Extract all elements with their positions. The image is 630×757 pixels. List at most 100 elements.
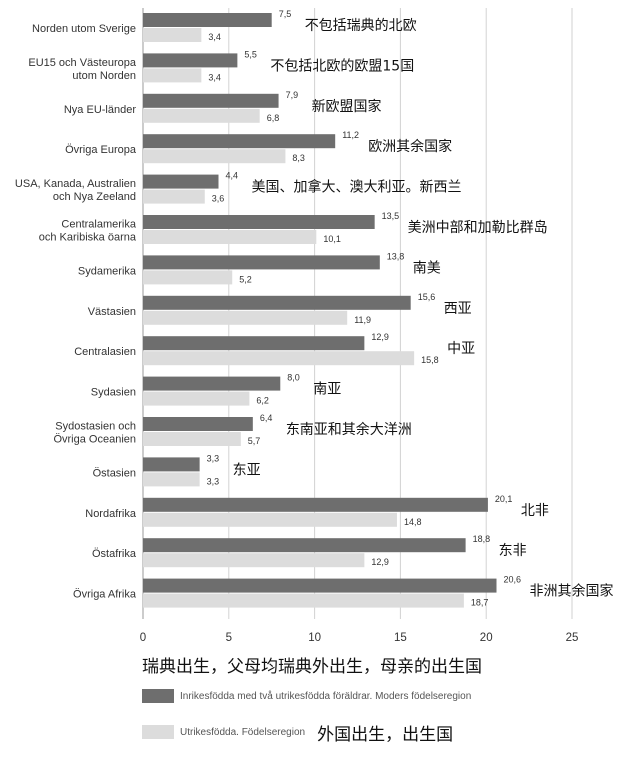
annotation-cn: 南美 (413, 260, 441, 276)
bar-utrikesfodda (143, 553, 365, 568)
annotation-cn: 不包括北欧的欧盟15国 (270, 58, 414, 74)
bar-utrikesfodda (143, 432, 241, 446)
value-label: 15,8 (421, 355, 439, 365)
annotation-cn: 北非 (521, 503, 549, 519)
bar-inrikesfodda (143, 174, 219, 189)
bar-utrikesfodda (143, 270, 233, 285)
value-label: 12,9 (371, 557, 389, 567)
value-label: 3,3 (207, 476, 220, 486)
annotation-cn: 新欧盟国家 (312, 98, 382, 115)
value-label: 5,2 (239, 274, 252, 284)
value-label: 13,8 (387, 251, 405, 261)
bar-utrikesfodda (143, 230, 317, 244)
category-label: Västasien (88, 306, 136, 318)
bar-utrikesfodda (143, 189, 205, 204)
bar-inrikesfodda (143, 134, 336, 149)
value-label: 11,2 (342, 130, 359, 140)
value-label: 13,5 (382, 211, 400, 221)
bars (143, 13, 497, 608)
category-label: USA, Kanada, Australien (15, 178, 136, 190)
value-label: 18,8 (473, 534, 491, 544)
bar-inrikesfodda (143, 295, 411, 310)
legend-swatch-light (142, 725, 174, 739)
x-axis: 0 5 10 15 20 25 (140, 632, 579, 644)
bar-utrikesfodda (143, 351, 415, 366)
bar-utrikesfodda (143, 391, 250, 406)
legend-title: 瑞典出生，父母均瑞典外出生，母亲的出生国 (142, 657, 482, 677)
annotation-cn: 中亚 (447, 341, 475, 357)
value-label: 10,1 (323, 234, 341, 244)
value-label: 5,7 (248, 436, 261, 446)
category-label: Övriga Oceanien (53, 434, 136, 446)
category-label: Sydasien (91, 387, 136, 399)
value-label: 6,2 (256, 396, 269, 406)
value-label: 6,4 (260, 413, 273, 423)
x-tick-label: 10 (308, 632, 321, 644)
category-label: Centralamerika (61, 219, 136, 231)
value-label: 3,4 (208, 72, 221, 82)
bar-inrikesfodda (143, 93, 279, 108)
bar-inrikesfodda (143, 13, 272, 27)
bar-utrikesfodda (143, 512, 397, 527)
value-label: 7,5 (279, 9, 292, 19)
bar-utrikesfodda (143, 472, 200, 487)
category-label: och Nya Zeeland (53, 191, 136, 203)
x-tick-label: 20 (480, 632, 493, 644)
annotation-cn: 东南亚和其余大洋洲 (286, 421, 412, 438)
value-label: 8,3 (292, 153, 305, 163)
category-label: Nya EU-länder (64, 104, 136, 116)
value-label: 3,6 (212, 194, 225, 204)
value-label: 7,9 (286, 90, 299, 100)
category-label: Sydamerika (78, 265, 137, 277)
category-label: Norden utom Sverige (32, 23, 136, 35)
annotation-cn: 欧洲其余国家 (368, 138, 452, 155)
annotation-cn: 南亚 (313, 382, 341, 398)
value-label: 20,6 (503, 575, 521, 585)
category-label: Nordafrika (85, 508, 137, 520)
bar-inrikesfodda (143, 336, 365, 351)
annotation-cn: 西亚 (444, 301, 472, 317)
annotation-cn: 美国、加拿大、澳大利亚。新西兰 (252, 179, 462, 196)
x-tick-label: 25 (566, 632, 579, 644)
legend-item-2-text: Utrikesfödda. Födelseregion (180, 726, 306, 738)
category-label: Övriga Afrika (73, 589, 137, 601)
category-label: Centralasien (74, 346, 136, 358)
category-label: Sydostasien och (55, 421, 136, 433)
value-label: 11,9 (354, 315, 371, 325)
bar-inrikesfodda (143, 53, 238, 68)
value-label: 18,7 (471, 598, 489, 608)
value-label: 6,8 (267, 113, 280, 123)
bar-utrikesfodda (143, 149, 286, 164)
bar-utrikesfodda (143, 28, 202, 42)
bar-utrikesfodda (143, 108, 260, 123)
value-label: 15,6 (418, 292, 436, 302)
x-tick-label: 0 (140, 632, 146, 644)
x-tick-label: 15 (394, 632, 407, 644)
bar-inrikesfodda (143, 215, 375, 229)
value-label: 3,4 (208, 32, 221, 42)
value-label: 14,8 (404, 517, 422, 527)
value-label: 20,1 (495, 494, 513, 504)
legend: 瑞典出生，父母均瑞典外出生，母亲的出生国 Inrikesfödda med tv… (130, 652, 610, 757)
category-label: Övriga Europa (65, 144, 137, 156)
value-label: 8,0 (287, 373, 300, 383)
value-label: 12,9 (371, 332, 389, 342)
x-tick-label: 5 (226, 632, 232, 644)
bar-utrikesfodda (143, 68, 202, 83)
value-label: 3,3 (207, 453, 220, 463)
annotations: 不包括瑞典的北欧不包括北欧的欧盟15国新欧盟国家欧洲其余国家美国、加拿大、澳大利… (233, 18, 614, 600)
bar-inrikesfodda (143, 538, 466, 553)
annotation-cn: 美洲中部和加勒比群岛 (408, 220, 548, 236)
annotation-cn: 非洲其余国家 (529, 583, 613, 600)
category-label: Östafrika (92, 548, 137, 560)
category-labels: Norden utom Sverige EU15 och Västeuropaut… (15, 23, 137, 601)
bar-inrikesfodda (143, 457, 200, 472)
bar-utrikesfodda (143, 310, 348, 325)
category-label: och Karibiska öarna (39, 232, 137, 244)
annotation-cn: 东非 (499, 543, 527, 559)
legend-swatch-dark (142, 689, 174, 703)
legend-item-2: Utrikesfödda. Födelseregion 外国出生，出生国 (130, 721, 610, 745)
value-label: 5,5 (244, 49, 257, 59)
bar-inrikesfodda (143, 497, 488, 512)
bar-inrikesfodda (143, 417, 253, 431)
